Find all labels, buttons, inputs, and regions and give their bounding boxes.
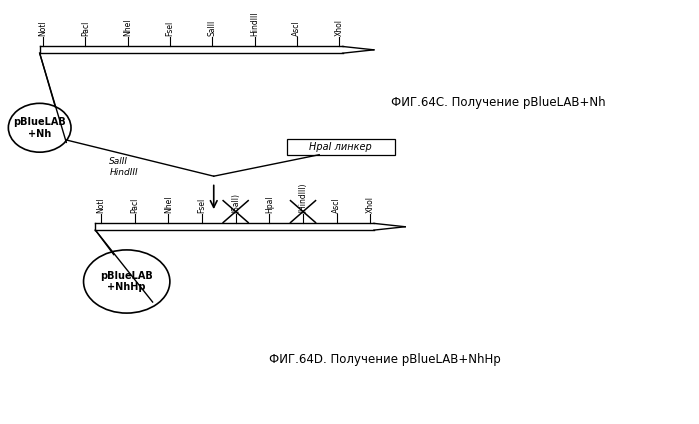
Text: AscI: AscI (292, 21, 301, 36)
Text: HpaI: HpaI (265, 195, 274, 213)
Text: (HindIII): (HindIII) (298, 183, 308, 213)
Text: ФИГ.64C. Получение pBlueLAB+Nh: ФИГ.64C. Получение pBlueLAB+Nh (391, 96, 606, 109)
Text: FseI: FseI (166, 21, 175, 36)
Text: PacI: PacI (81, 21, 90, 36)
Text: PacI: PacI (130, 198, 139, 213)
Text: HindIII: HindIII (250, 12, 259, 36)
Text: FseI: FseI (198, 198, 206, 213)
Text: ФИГ.64D. Получение pBlueLAB+NhHp: ФИГ.64D. Получение pBlueLAB+NhHp (269, 353, 501, 366)
Text: (SalI): (SalI) (231, 193, 240, 213)
Text: NotI: NotI (38, 21, 48, 36)
Text: NheI: NheI (164, 196, 173, 213)
Text: pBlueLAB
+Nh: pBlueLAB +Nh (13, 117, 66, 139)
Text: SalII: SalII (208, 20, 217, 36)
Text: pBlueLAB
+NhHp: pBlueLAB +NhHp (101, 271, 153, 292)
Text: XhoI: XhoI (335, 20, 343, 36)
FancyBboxPatch shape (287, 139, 395, 155)
Text: XhoI: XhoI (366, 196, 375, 213)
Text: NotI: NotI (96, 198, 106, 213)
Text: HpaI линкер: HpaI линкер (310, 142, 372, 152)
Text: SalII
HindIII: SalII HindIII (109, 157, 138, 177)
Text: NheI: NheI (123, 19, 132, 36)
Text: AscI: AscI (332, 198, 341, 213)
